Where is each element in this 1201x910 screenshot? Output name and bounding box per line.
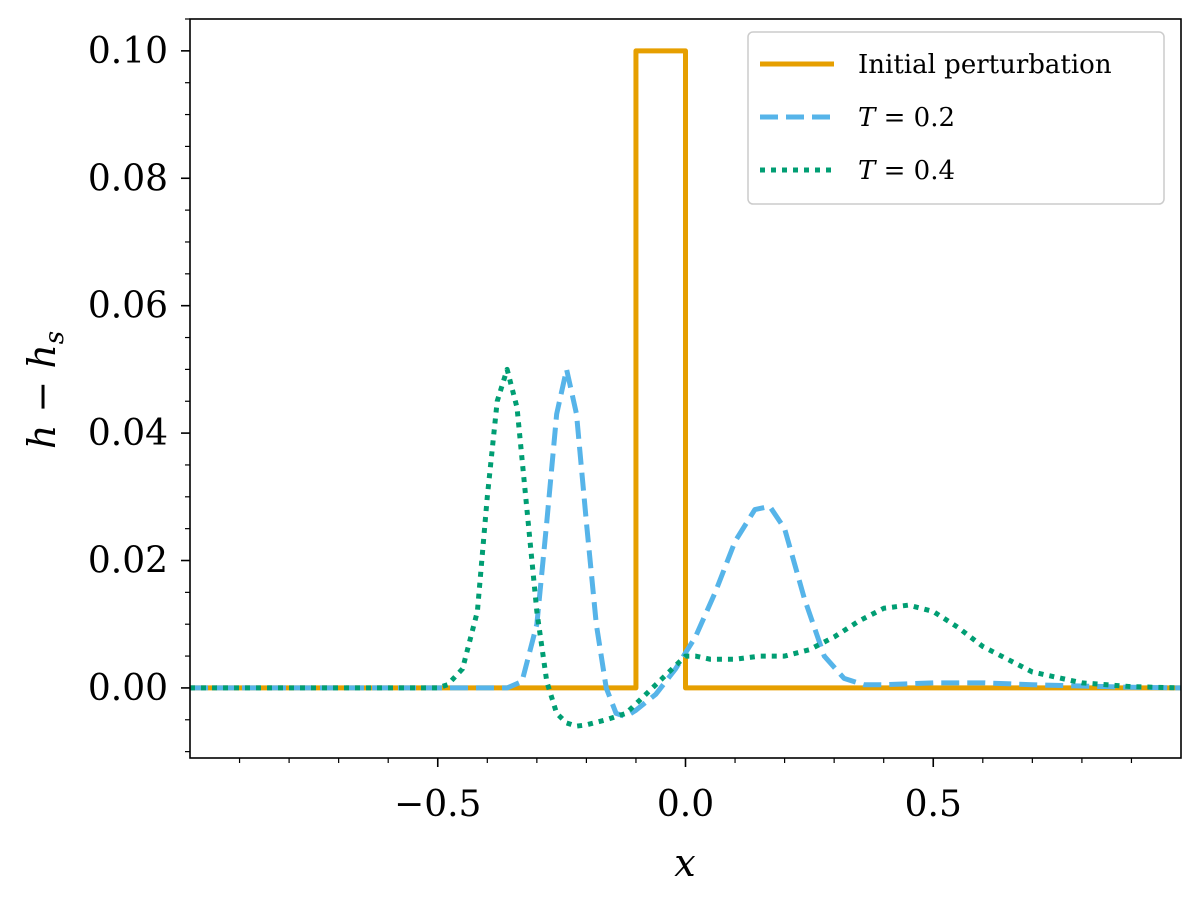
y-tick-label: 0.00 xyxy=(88,668,168,709)
x-axis-label: x xyxy=(674,841,695,885)
x-tick-label: −0.5 xyxy=(394,784,481,825)
x-tick-label: 0.5 xyxy=(905,784,962,825)
y-tick-label: 0.08 xyxy=(88,158,168,199)
legend: Initial perturbation T = 0.2 T = 0.4 xyxy=(747,31,1165,205)
legend-box xyxy=(747,31,1165,205)
y-tick-label: 0.10 xyxy=(88,31,168,72)
y-tick-label: 0.06 xyxy=(88,286,168,327)
svg-text:h − hs: h − hs xyxy=(20,331,70,449)
y-axis-label-main: h − h xyxy=(20,344,64,449)
y-axis-label-subscript: s xyxy=(40,331,70,344)
y-axis-label: h − hs xyxy=(20,331,70,449)
series-layer xyxy=(190,48,1181,729)
legend-label-t02: T = 0.2 xyxy=(858,103,955,133)
legend-label-t04: T = 0.4 xyxy=(858,156,955,186)
y-tick-label: 0.02 xyxy=(88,541,168,582)
x-tick-label: 0.0 xyxy=(657,784,714,825)
series-line-1 xyxy=(190,366,1181,720)
x-axis: −0.5 0.0 0.5 xyxy=(238,758,1133,825)
series-line-0 xyxy=(190,48,1181,691)
y-axis: 0.00 0.02 0.04 0.06 0.08 0.10 xyxy=(88,18,190,753)
series-line-2 xyxy=(190,366,1181,729)
legend-label-initial: Initial perturbation xyxy=(858,50,1112,80)
y-tick-label: 0.04 xyxy=(88,413,168,454)
